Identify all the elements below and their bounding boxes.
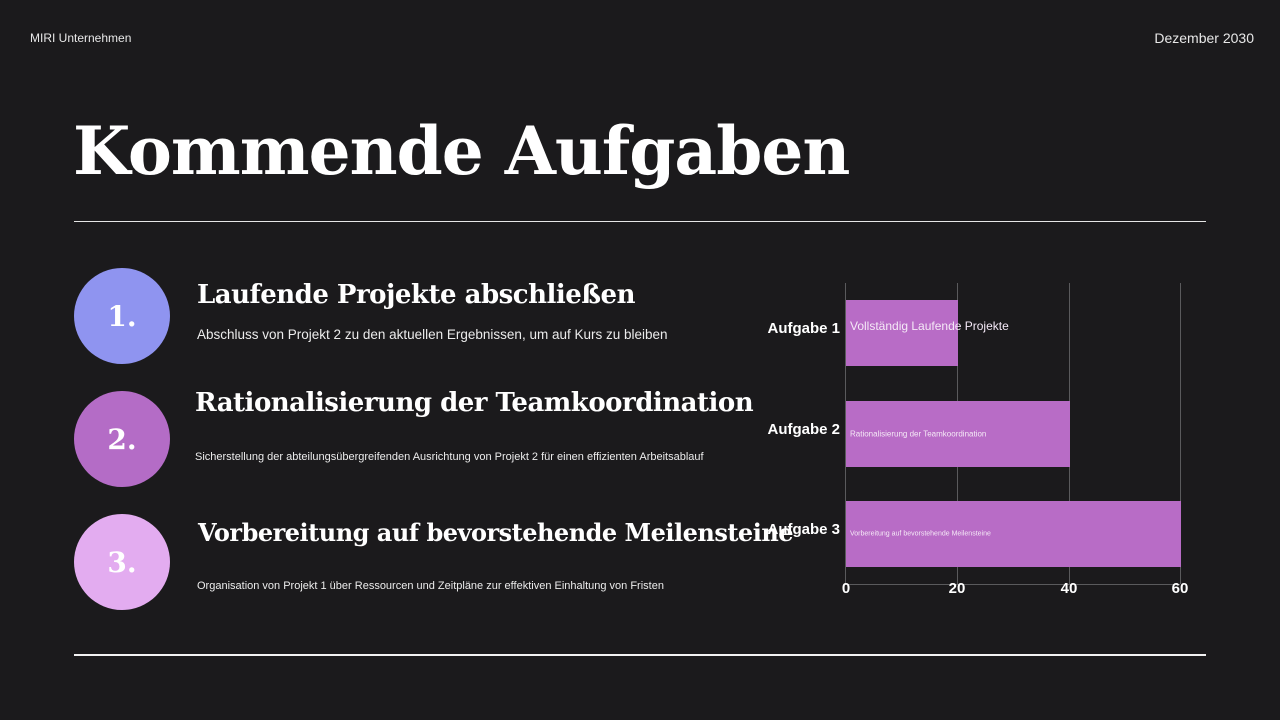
task-description-3: Organisation von Projekt 1 über Ressourc…: [197, 580, 664, 592]
gridline-0: [845, 283, 846, 584]
bar-3: Vorbereitung auf bevorstehende Meilenste…: [846, 501, 1181, 567]
task-title-2: Rationalisierung der Teamkoordination: [195, 388, 754, 418]
category-label-2: Aufgabe 2: [767, 421, 840, 438]
gridline-60: [1180, 283, 1181, 584]
task-description-2: Sicherstellung der abteilungsübergreifen…: [195, 451, 704, 463]
task-number: 2.: [107, 422, 137, 456]
bar-label-3: Vorbereitung auf bevorstehende Meilenste…: [850, 530, 991, 538]
top-divider: [74, 221, 1206, 222]
bar-chart: Aufgabe 1 Aufgabe 2 Aufgabe 3 Vollständi…: [750, 283, 1210, 603]
task-number-circle-1: 1.: [74, 268, 170, 364]
bar-label-2: Rationalisierung der Teamkoordination: [850, 429, 987, 439]
task-title-3: Vorbereitung auf bevorstehende Meilenste…: [198, 518, 794, 547]
task-number: 1.: [107, 299, 137, 333]
task-description-1: Abschluss von Projekt 2 zu den aktuellen…: [197, 327, 668, 342]
category-label-1: Aufgabe 1: [767, 320, 840, 337]
bar-2: Rationalisierung der Teamkoordination: [846, 401, 1070, 467]
bottom-divider: [74, 654, 1206, 656]
company-name: MIRI Unternehmen: [30, 31, 132, 45]
task-number: 3.: [107, 545, 137, 579]
date-label: Dezember 2030: [1154, 30, 1254, 46]
page-title: Kommende Aufgaben: [73, 112, 850, 190]
task-title-1: Laufende Projekte abschließen: [197, 280, 636, 310]
x-tick-40: 40: [1060, 580, 1078, 597]
bar-1: Vollständig Laufende Projekte: [846, 300, 1009, 366]
x-tick-20: 20: [948, 580, 966, 597]
category-label-3: Aufgabe 3: [767, 521, 840, 538]
bar-label-1: Vollständig Laufende Projekte: [850, 319, 1009, 334]
task-number-circle-3: 3.: [74, 514, 170, 610]
x-tick-0: 0: [841, 580, 851, 597]
x-tick-60: 60: [1171, 580, 1189, 597]
x-axis-line: [845, 584, 1180, 585]
task-number-circle-2: 2.: [74, 391, 170, 487]
